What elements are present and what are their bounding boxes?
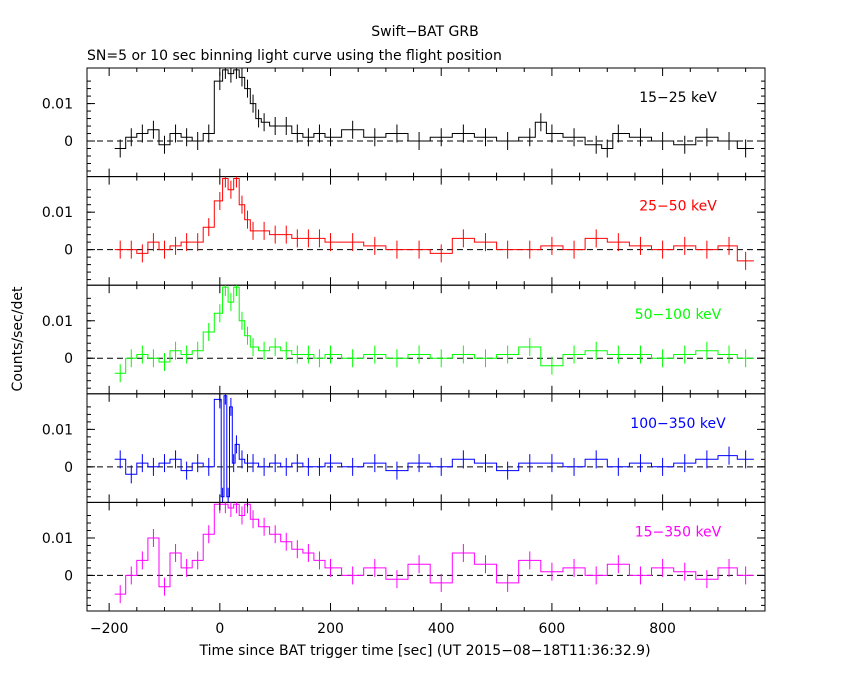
band-label: 25−50 keV bbox=[639, 199, 717, 215]
x-axis-label: Time since BAT trigger time [sec] (UT 20… bbox=[198, 643, 650, 659]
band-label: 15−350 keV bbox=[635, 524, 722, 540]
y-tick-label: 0.01 bbox=[42, 314, 73, 330]
x-tick-label: 200 bbox=[317, 621, 344, 637]
chart-subtitle: SN=5 or 10 sec binning light curve using… bbox=[87, 48, 502, 64]
panel-5: 0 0.01 15−350 keV bbox=[42, 501, 766, 612]
y-tick-label: 0 bbox=[64, 243, 73, 259]
light-curve-series bbox=[114, 178, 754, 262]
y-tick-label: 0.01 bbox=[42, 422, 73, 438]
y-tick-label: 0 bbox=[64, 351, 73, 367]
y-tick-label: 0 bbox=[64, 460, 73, 476]
panels-layer: 0 0.01 15−25 keV 0 0.01 25−50 keV 0 0.01 50−100 … bbox=[42, 67, 766, 637]
panel-3: 0 0.01 50−100 keV bbox=[42, 284, 766, 395]
light-curve-series bbox=[114, 503, 754, 595]
y-tick-label: 0 bbox=[64, 134, 73, 150]
band-label: 15−25 keV bbox=[639, 90, 717, 106]
chart-title: Swift−BAT GRB bbox=[371, 24, 478, 40]
x-tick-label: −200 bbox=[90, 621, 128, 637]
panel-2: 0 0.01 25−50 keV bbox=[42, 176, 766, 286]
y-tick-label: 0 bbox=[64, 568, 73, 584]
light-curve-series bbox=[114, 69, 754, 149]
x-tick-label: 400 bbox=[428, 621, 455, 637]
band-label: 50−100 keV bbox=[635, 307, 722, 323]
light-curve-series bbox=[114, 286, 754, 374]
x-tick-label: 0 bbox=[215, 621, 224, 637]
panel-frame bbox=[86, 67, 766, 178]
panel-1: 0 0.01 15−25 keV bbox=[42, 67, 766, 178]
x-tick-label: 800 bbox=[649, 621, 676, 637]
light-curve-series bbox=[114, 395, 754, 498]
band-label: 100−350 keV bbox=[630, 416, 726, 432]
panel-4: 0 0.01 100−350 keV bbox=[42, 393, 766, 503]
y-tick-label: 0.01 bbox=[42, 205, 73, 221]
y-tick-label: 0.01 bbox=[42, 531, 73, 547]
x-tick-label: 600 bbox=[539, 621, 566, 637]
panel-frame bbox=[86, 393, 766, 503]
y-axis-label: Counts/sec/det bbox=[10, 286, 26, 391]
panel-frame bbox=[86, 284, 766, 395]
y-tick-label: 0.01 bbox=[42, 97, 73, 113]
panel-frame bbox=[86, 176, 766, 286]
panel-frame bbox=[86, 501, 766, 612]
